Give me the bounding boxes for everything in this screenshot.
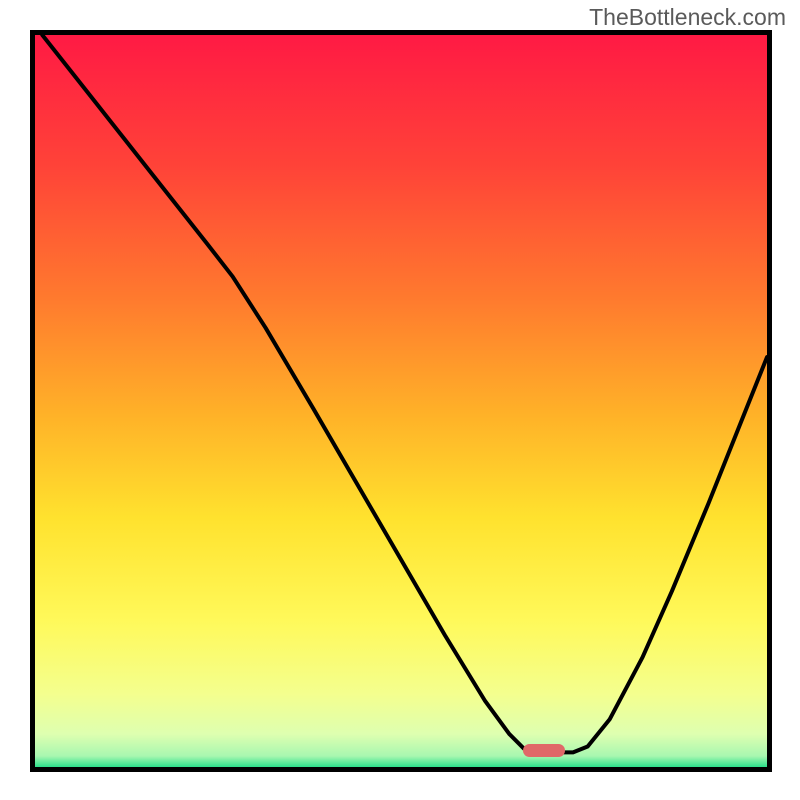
chart-frame: [30, 30, 772, 772]
axis-border-bottom: [30, 767, 772, 772]
plot-area: [35, 35, 767, 767]
optimal-marker: [523, 744, 565, 757]
gradient-background: [35, 35, 767, 767]
axis-border-left: [30, 30, 35, 772]
axis-border-right: [767, 30, 772, 772]
watermark-text: TheBottleneck.com: [589, 4, 786, 31]
